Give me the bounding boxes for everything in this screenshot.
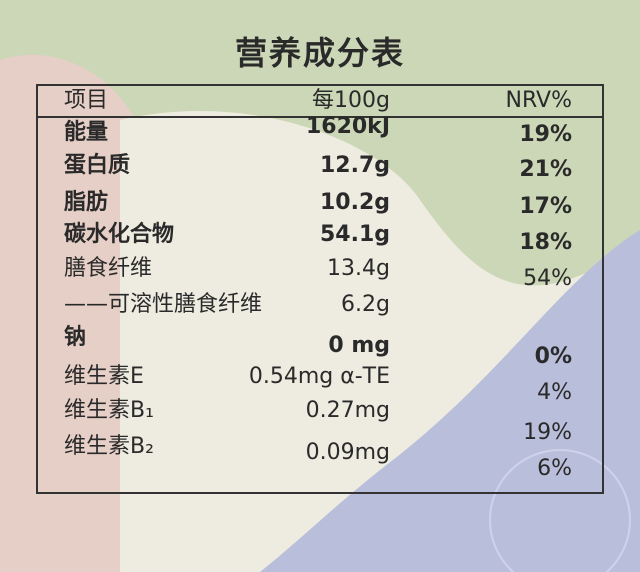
row-amount: 13.4g — [327, 256, 390, 281]
row-amount: 0 mg — [328, 333, 390, 358]
row-nrv: 4% — [537, 380, 572, 405]
row-label: 蛋白质 — [64, 153, 131, 178]
title: 营养成分表 — [234, 34, 405, 72]
row-label: ——可溶性膳食纤维 — [64, 292, 263, 317]
row-amount: 10.2g — [319, 190, 390, 215]
row-nrv: 18% — [519, 230, 572, 255]
header-cell: NRV% — [505, 88, 573, 113]
row-nrv: 19% — [523, 420, 572, 445]
row-nrv: 54% — [523, 266, 572, 291]
row-label: 维生素E — [64, 364, 144, 389]
row-label: 维生素B₂ — [64, 434, 154, 459]
header-cell: 项目 — [64, 88, 109, 113]
row-amount: 12.7g — [319, 153, 390, 178]
row-amount: 0.09mg — [305, 440, 390, 465]
row-nrv: 0% — [534, 344, 572, 369]
header-rule — [36, 116, 604, 118]
row-label: 能量 — [64, 120, 109, 145]
row-nrv: 19% — [519, 122, 572, 147]
row-amount: 0.54mg α-TE — [248, 364, 390, 389]
row-label: 脂肪 — [64, 190, 109, 215]
row-nrv: 6% — [537, 456, 572, 481]
row-nrv: 17% — [519, 194, 572, 219]
row-amount: 54.1g — [319, 222, 390, 247]
header-cell: 每100g — [312, 88, 390, 113]
row-amount: 1620kJ — [305, 114, 390, 139]
row-amount: 6.2g — [341, 292, 390, 317]
table-border — [36, 84, 604, 494]
row-label: 碳水化合物 — [64, 222, 175, 247]
row-label: 维生素B₁ — [64, 398, 154, 423]
row-nrv: 21% — [519, 157, 572, 182]
row-label: 钠 — [64, 325, 87, 350]
row-label: 膳食纤维 — [64, 256, 153, 281]
row-amount: 0.27mg — [305, 398, 390, 423]
